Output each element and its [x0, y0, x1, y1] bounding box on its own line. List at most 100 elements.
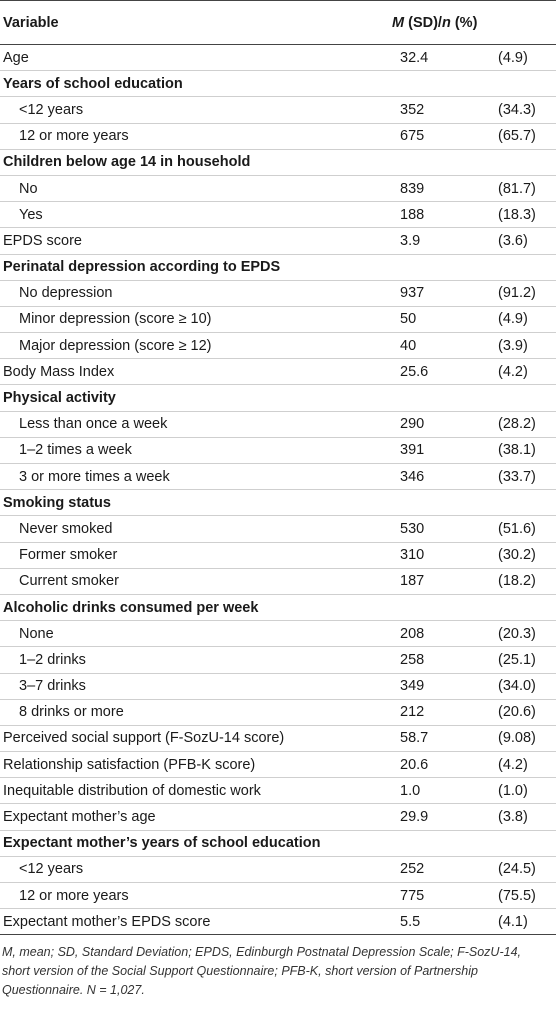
row-mean-or-count	[380, 385, 468, 411]
row-label: 3 or more times a week	[19, 468, 170, 485]
table-row: Children below age 14 in household	[0, 149, 556, 176]
table-header-row: Variable M (SD)/n (%)	[0, 0, 556, 45]
row-mean-or-count: 310	[400, 547, 425, 564]
row-label: Less than once a week	[19, 416, 168, 433]
row-sd-or-percent: (30.2)	[498, 547, 536, 564]
row-mean-or-count: 29.9	[400, 809, 429, 826]
row-label: Years of school education	[3, 75, 183, 92]
row-sd-or-percent: (33.7)	[498, 468, 536, 485]
table-row: Perinatal depression according to EPDS	[0, 254, 556, 281]
row-mean-or-count	[380, 490, 468, 516]
row-sd-or-percent: (34.3)	[498, 101, 536, 118]
table-row: No 839 (81.7)	[0, 175, 556, 202]
table-row: 8 drinks or more 212 (20.6)	[0, 699, 556, 726]
row-sd-or-percent: (81.7)	[498, 180, 536, 197]
header-statistic: M (SD)/n (%)	[380, 1, 556, 45]
table-row: 12 or more years 775 (75.5)	[0, 883, 556, 909]
row-label: No depression	[19, 285, 113, 302]
row-label: No	[19, 180, 38, 197]
row-label: Age	[3, 49, 29, 66]
table-row: Less than once a week 290 (28.2)	[0, 411, 556, 438]
table-row: Expectant mother’s EPDS score 5.5 (4.1)	[0, 909, 556, 935]
table-row: Years of school education	[0, 71, 556, 97]
row-sd-or-percent: (4.2)	[498, 756, 528, 773]
row-sd-or-percent: (25.1)	[498, 651, 536, 668]
table-row: Physical activity	[0, 385, 556, 412]
descriptive-statistics-table: Variable M (SD)/n (%) Age 32.4 (4.9) Years …	[0, 0, 556, 935]
row-label: Relationship satisfaction (PFB-K score)	[3, 756, 256, 773]
table-row: 3 or more times a week 346 (33.7)	[0, 464, 556, 490]
row-label: Yes	[19, 206, 43, 223]
row-label: 12 or more years	[19, 887, 129, 904]
row-sd-or-percent	[468, 385, 556, 411]
table-row: Minor depression (score ≥ 10) 50 (4.9)	[0, 306, 556, 333]
header-variable: Variable	[3, 14, 59, 31]
row-label: 1–2 drinks	[19, 651, 86, 668]
row-sd-or-percent	[468, 490, 556, 516]
row-mean-or-count: 352	[400, 101, 425, 118]
row-mean-or-count: 188	[400, 206, 425, 223]
row-label: Current smoker	[19, 573, 119, 590]
table-row: Expectant mother’s age 29.9 (3.8)	[0, 804, 556, 831]
row-mean-or-count	[380, 594, 468, 620]
row-mean-or-count: 20.6	[400, 756, 429, 773]
table-row: Never smoked 530 (51.6)	[0, 516, 556, 543]
header-stat-pct: (%)	[450, 14, 478, 31]
row-sd-or-percent	[468, 149, 556, 175]
row-mean-or-count: 5.5	[400, 913, 421, 930]
row-mean-or-count: 839	[400, 180, 425, 197]
table-row: EPDS score 3.9 (3.6)	[0, 228, 556, 254]
row-label: 12 or more years	[19, 128, 129, 145]
row-label: Expectant mother’s age	[3, 809, 156, 826]
row-sd-or-percent: (3.8)	[498, 809, 528, 826]
row-label: Major depression (score ≥ 12)	[19, 337, 212, 354]
row-label: 8 drinks or more	[19, 704, 124, 721]
row-mean-or-count: 252	[400, 861, 425, 878]
header-stat-m: M	[392, 14, 405, 31]
row-mean-or-count: 40	[400, 337, 417, 354]
row-label: Inequitable distribution of domestic wor…	[3, 782, 261, 799]
table-row: 12 or more years 675 (65.7)	[0, 123, 556, 150]
row-label: Expectant mother’s years of school educa…	[3, 835, 321, 852]
row-label: Smoking status	[3, 494, 111, 511]
table-row: Former smoker 310 (30.2)	[0, 542, 556, 569]
row-label: Never smoked	[19, 520, 113, 537]
row-sd-or-percent: (91.2)	[498, 285, 536, 302]
row-mean-or-count: 1.0	[400, 782, 421, 799]
row-label: Perceived social support (F-SozU-14 scor…	[3, 730, 285, 747]
row-sd-or-percent: (1.0)	[498, 782, 528, 799]
table-row: Relationship satisfaction (PFB-K score) 2…	[0, 752, 556, 778]
row-mean-or-count: 346	[400, 468, 425, 485]
row-sd-or-percent: (28.2)	[498, 416, 536, 433]
row-mean-or-count: 937	[400, 285, 425, 302]
row-sd-or-percent	[468, 71, 556, 97]
row-label: <12 years	[19, 861, 84, 878]
row-sd-or-percent	[468, 594, 556, 620]
table-row: Perceived social support (F-SozU-14 scor…	[0, 725, 556, 752]
row-sd-or-percent: (38.1)	[498, 442, 536, 459]
row-mean-or-count: 675	[400, 128, 425, 145]
row-label: <12 years	[19, 101, 84, 118]
row-sd-or-percent: (20.3)	[498, 625, 536, 642]
row-mean-or-count: 290	[400, 416, 425, 433]
table-footnote: M, mean; SD, Standard Deviation; EPDS, E…	[2, 945, 522, 998]
row-mean-or-count: 58.7	[400, 730, 429, 747]
row-sd-or-percent: (4.9)	[498, 49, 528, 66]
row-sd-or-percent: (18.2)	[498, 573, 536, 590]
row-sd-or-percent: (4.1)	[498, 913, 528, 930]
table-row: 1–2 times a week 391 (38.1)	[0, 437, 556, 464]
table-row: <12 years 352 (34.3)	[0, 97, 556, 124]
row-mean-or-count: 187	[400, 573, 425, 590]
row-label: Perinatal depression according to EPDS	[3, 259, 281, 276]
row-mean-or-count: 50	[400, 311, 417, 328]
table-row: None 208 (20.3)	[0, 621, 556, 647]
row-mean-or-count: 3.9	[400, 232, 421, 249]
row-label: Children below age 14 in household	[3, 154, 251, 171]
row-mean-or-count	[380, 71, 468, 97]
row-mean-or-count: 212	[400, 704, 425, 721]
table-row: Alcoholic drinks consumed per week	[0, 594, 556, 621]
row-label: Alcoholic drinks consumed per week	[3, 599, 259, 616]
row-sd-or-percent: (4.2)	[498, 363, 528, 380]
table-row: Age 32.4 (4.9)	[0, 45, 556, 71]
row-mean-or-count: 530	[400, 520, 425, 537]
